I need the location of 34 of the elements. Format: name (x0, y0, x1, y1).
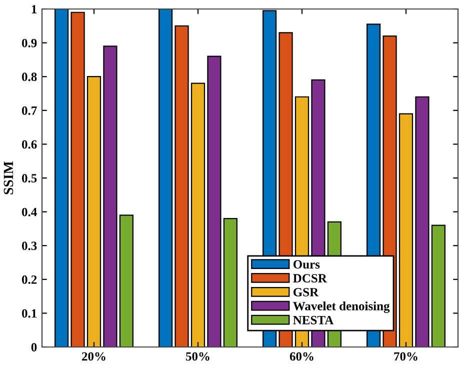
y-tick-label: 0.3 (22, 242, 37, 250)
legend-label: DCSR (293, 274, 328, 282)
bar (70, 12, 85, 347)
y-tick-label: 0.4 (22, 208, 37, 216)
legend-label: GSR (293, 288, 319, 296)
y-tick-label: 0 (31, 343, 37, 352)
bar (207, 56, 222, 347)
bar (86, 76, 102, 347)
y-tick-label: 0.2 (22, 275, 37, 284)
x-tick-label: 70% (394, 352, 418, 361)
bar (54, 9, 69, 347)
y-tick-label: 0.9 (22, 38, 37, 48)
bar (119, 214, 134, 347)
bar (398, 113, 414, 347)
legend-label: NESTA (293, 316, 334, 324)
x-tick-label: 50% (186, 352, 210, 361)
bar (158, 9, 173, 347)
x-tick-label: 20% (82, 352, 106, 361)
legend-label: Ours (293, 260, 320, 269)
bar (190, 82, 206, 347)
bar (174, 25, 189, 347)
bar (431, 224, 446, 347)
y-tick-label: 0.6 (22, 140, 37, 149)
y-tick-label: 0.7 (22, 106, 37, 115)
legend-label: Wavelet denoising (293, 302, 390, 313)
y-tick-label: 0.5 (22, 174, 37, 183)
y-tick-label: 1 (32, 5, 36, 14)
bar (223, 218, 238, 347)
y-axis-title: SSIM (4, 161, 14, 194)
bar (103, 46, 118, 347)
x-tick-label: 60% (290, 352, 314, 361)
y-tick-label: 0.1 (22, 309, 36, 318)
bar (415, 96, 430, 347)
y-tick-label: 0.8 (22, 72, 37, 82)
